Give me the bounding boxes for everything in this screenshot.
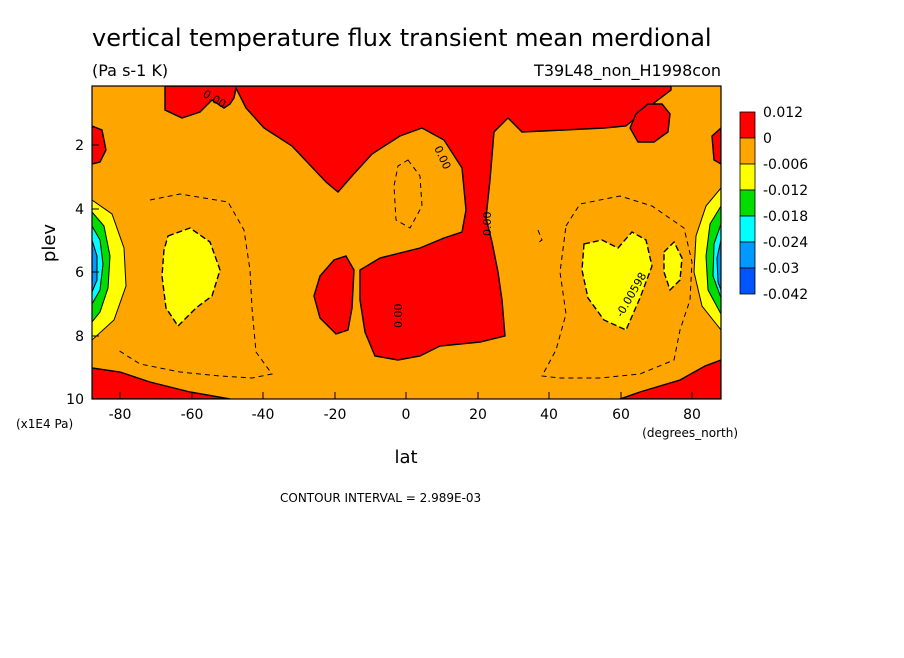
positive-region-ne <box>629 103 671 143</box>
legend-swatch <box>739 163 756 191</box>
positive-region-mid <box>313 255 355 335</box>
legend-label: 0.012 <box>763 105 803 121</box>
contour-label: 0.00 <box>481 212 494 237</box>
legend-swatch <box>739 215 756 243</box>
x-tick-label: -80 <box>109 407 132 423</box>
x-tick-label: -20 <box>324 407 347 423</box>
positive-region-ne-edge <box>711 127 721 165</box>
chart-title: vertical temperature flux transient mean… <box>92 24 712 52</box>
y-tick-label: 2 <box>75 138 84 154</box>
color-legend: 0.012 0 -0.006 -0.012 -0.018 -0.024 -0.0… <box>739 105 808 303</box>
x-tick-label: 0 <box>402 407 411 423</box>
contour-dashed-1 <box>117 193 273 379</box>
x-tick-label: 60 <box>612 407 630 423</box>
y-tick-label: 8 <box>75 329 84 345</box>
x-tick-label: -40 <box>252 407 275 423</box>
positive-region-se <box>619 359 721 399</box>
positive-region-sw <box>92 367 231 399</box>
x-axis-label: lat <box>394 447 417 468</box>
y-unit-label: (x1E4 Pa) <box>16 417 73 431</box>
negative-region-west-blue <box>92 239 98 293</box>
negative-region-nh-small <box>663 240 683 292</box>
legend-label: -0.03 <box>763 261 799 277</box>
y-tick-label: 4 <box>75 202 84 218</box>
y-tick-label: 6 <box>75 265 84 281</box>
legend-label: -0.018 <box>763 209 808 225</box>
x-tick-label: 80 <box>683 407 701 423</box>
y-axis: 2 4 6 8 10 (x1E4 Pa) plev <box>16 138 99 431</box>
negative-region-nh <box>581 231 653 331</box>
x-axis: -80 -60 -40 -20 0 20 40 60 80 (degrees_n… <box>109 392 738 468</box>
x-unit-label: (degrees_north) <box>642 426 738 440</box>
x-tick-label: 20 <box>469 407 487 423</box>
y-tick-label: 10 <box>66 392 84 408</box>
positive-region-top <box>164 86 672 361</box>
legend-label: -0.012 <box>763 183 808 199</box>
chart-units: (Pa s-1 K) <box>92 61 168 80</box>
legend-swatch <box>739 111 756 139</box>
legend-swatch <box>739 137 756 165</box>
x-tick-label: -60 <box>181 407 204 423</box>
run-label: T39L48_non_H1998con <box>533 61 721 81</box>
y-axis-label: plev <box>39 224 60 263</box>
plot-area: 0.00 0.00 0.00 0.00 -0.00598 <box>92 86 721 399</box>
negative-region-sh <box>161 227 221 328</box>
legend-swatch <box>739 189 756 217</box>
x-tick-label: 40 <box>540 407 558 423</box>
legend-label: 0 <box>763 131 772 147</box>
legend-label: -0.006 <box>763 157 808 173</box>
legend-label: -0.024 <box>763 235 808 251</box>
negative-region-east-blue <box>716 239 721 291</box>
contour-dashed-4 <box>535 229 543 245</box>
legend-label: -0.042 <box>763 287 808 303</box>
legend-swatch <box>739 267 756 295</box>
contour-interval-note: CONTOUR INTERVAL = 2.989E-03 <box>280 491 481 505</box>
contour-dashed-2 <box>393 159 423 229</box>
legend-swatch <box>739 241 756 269</box>
contour-label: 0.00 <box>392 304 405 329</box>
contour-dashed-3 <box>541 195 693 379</box>
